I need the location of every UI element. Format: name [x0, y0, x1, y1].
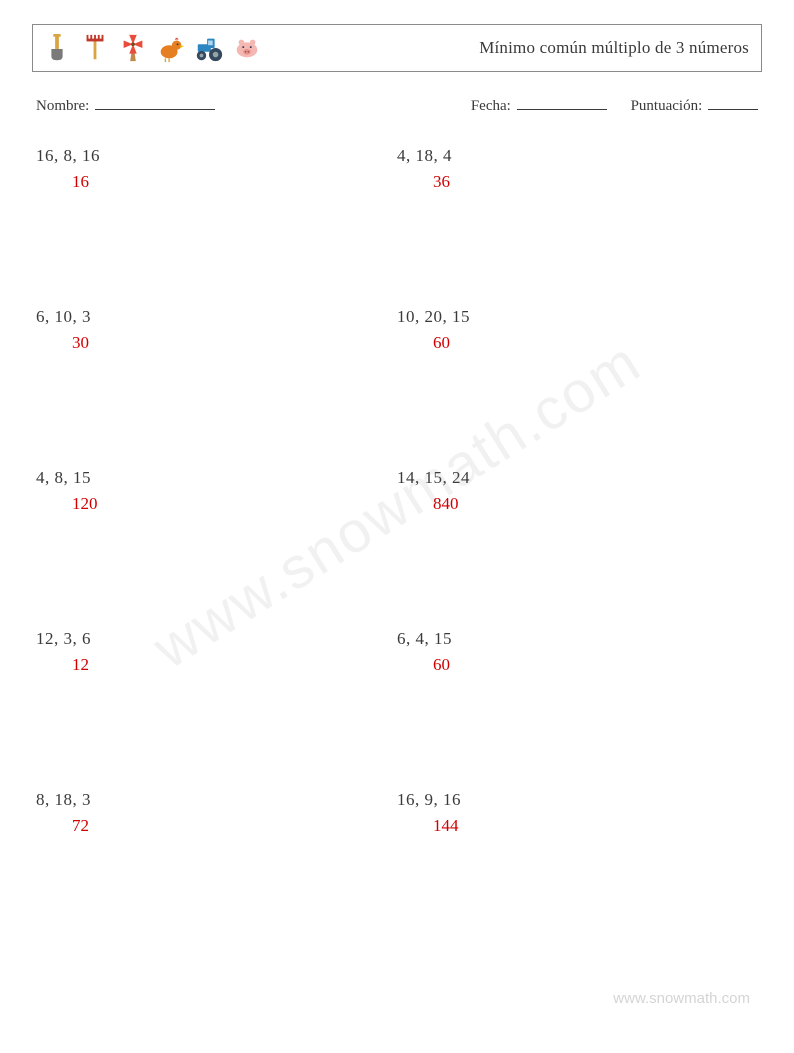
date-blank: [517, 96, 607, 110]
problem-answer: 36: [397, 169, 758, 195]
windmill-icon: [117, 32, 149, 64]
problem-item: 8, 18, 3 72: [36, 787, 397, 838]
score-field: Puntuación:: [631, 96, 758, 115]
problem-numbers: 6, 10, 3: [36, 304, 397, 330]
problems-grid: 16, 8, 16 16 4, 18, 4 36 6, 10, 3 30 10,…: [36, 143, 758, 838]
problem-item: 16, 9, 16 144: [397, 787, 758, 838]
problem-answer: 72: [36, 813, 397, 839]
problem-numbers: 16, 9, 16: [397, 787, 758, 813]
problem-answer: 840: [397, 491, 758, 517]
problem-numbers: 4, 18, 4: [397, 143, 758, 169]
problem-answer: 120: [36, 491, 397, 517]
problem-numbers: 6, 4, 15: [397, 626, 758, 652]
name-label: Nombre:: [36, 98, 89, 114]
problem-item: 14, 15, 24 840: [397, 465, 758, 516]
meta-row: Nombre: Fecha: Puntuación:: [36, 96, 758, 115]
name-field: Nombre:: [36, 96, 215, 115]
problem-item: 16, 8, 16 16: [36, 143, 397, 194]
problem-item: 6, 4, 15 60: [397, 626, 758, 677]
problem-numbers: 16, 8, 16: [36, 143, 397, 169]
problem-answer: 144: [397, 813, 758, 839]
pig-icon: [231, 32, 263, 64]
problem-item: 4, 18, 4 36: [397, 143, 758, 194]
tractor-icon: [193, 32, 225, 64]
problem-item: 10, 20, 15 60: [397, 304, 758, 355]
score-label: Puntuación:: [631, 98, 703, 114]
date-label: Fecha:: [471, 98, 511, 114]
problem-item: 4, 8, 15 120: [36, 465, 397, 516]
problem-numbers: 12, 3, 6: [36, 626, 397, 652]
worksheet-header: Mínimo común múltiplo de 3 números: [32, 24, 762, 72]
problem-answer: 16: [36, 169, 397, 195]
problem-numbers: 14, 15, 24: [397, 465, 758, 491]
problem-answer: 60: [397, 652, 758, 678]
header-icons: [41, 32, 263, 64]
shovel-icon: [41, 32, 73, 64]
problem-item: 12, 3, 6 12: [36, 626, 397, 677]
date-field: Fecha:: [471, 96, 607, 115]
chicken-icon: [155, 32, 187, 64]
worksheet-title: Mínimo común múltiplo de 3 números: [479, 38, 749, 58]
rake-icon: [79, 32, 111, 64]
problem-answer: 30: [36, 330, 397, 356]
name-blank: [95, 96, 215, 110]
problem-numbers: 10, 20, 15: [397, 304, 758, 330]
problem-numbers: 4, 8, 15: [36, 465, 397, 491]
problem-answer: 60: [397, 330, 758, 356]
problem-item: 6, 10, 3 30: [36, 304, 397, 355]
problem-numbers: 8, 18, 3: [36, 787, 397, 813]
problem-answer: 12: [36, 652, 397, 678]
footer-url: www.snowmath.com: [613, 990, 750, 1007]
score-blank: [708, 96, 758, 110]
